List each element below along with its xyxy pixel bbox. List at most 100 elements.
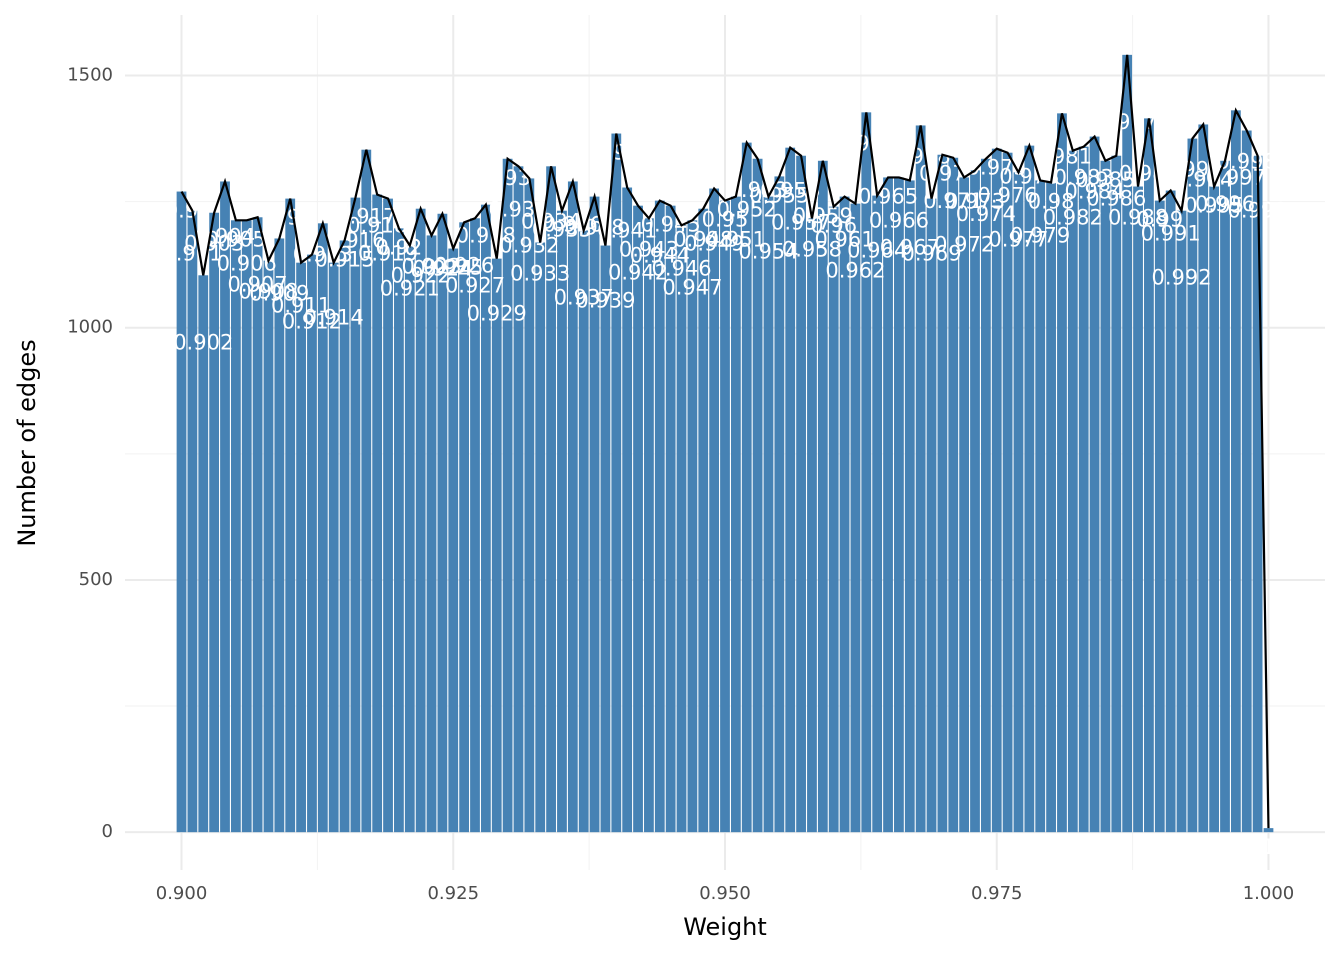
bar (1024, 145, 1035, 833)
bar-label: 0.984 (1065, 180, 1125, 204)
bar-label: 0.925 (423, 256, 483, 280)
bar-label: 0.929 (467, 302, 527, 326)
bar (720, 200, 730, 833)
bar (502, 158, 513, 833)
bar-label: 0.958 (782, 237, 842, 261)
bar (807, 218, 817, 833)
bar (1176, 210, 1187, 833)
bar-label: 0.944 (630, 244, 690, 268)
bar (535, 242, 546, 833)
bar-label: 0.977 (988, 227, 1048, 251)
trend-line (180, 54, 1270, 829)
bar (328, 262, 339, 833)
bar-label: 0.92 (376, 235, 423, 259)
bar (1209, 186, 1220, 833)
bar (883, 177, 893, 833)
bar-label: 0.986 (1086, 187, 1146, 211)
bar (1035, 180, 1046, 833)
bar-label: 0.946 (651, 256, 711, 280)
bar (209, 212, 220, 833)
bar (763, 196, 774, 833)
bar-label: 0.919 (358, 242, 418, 266)
bar-label: 0.938 (565, 216, 625, 240)
x-tick-label: 0.950 (699, 883, 751, 904)
bar (589, 196, 600, 833)
bar (817, 160, 828, 833)
bar (1263, 828, 1274, 833)
bar-label: 0.927 (445, 273, 505, 297)
bar-label: 0.985 (1075, 168, 1135, 192)
x-axis-title: Weight (683, 913, 767, 941)
bar-label: 0.907 (228, 272, 288, 296)
bar-label: 0.922 (391, 264, 451, 288)
bar-label: 0.902 (173, 330, 233, 354)
bar-label: 0.954 (738, 240, 798, 264)
bar (991, 148, 1002, 833)
y-tick-label: 1500 (67, 65, 113, 86)
bar-label: 0.921 (380, 277, 440, 301)
bar-label: 0.942 (608, 261, 668, 285)
bar (1165, 190, 1176, 833)
bar (404, 245, 415, 833)
bar-label: 0.978 (999, 165, 1059, 189)
bar (1154, 200, 1165, 833)
bar-label: 0.972 (934, 232, 994, 256)
bar-label: 0.976 (978, 184, 1038, 208)
bar-label: 0.989 (1119, 161, 1179, 185)
bar-label: 0.908 (238, 280, 298, 304)
bar (1133, 186, 1143, 833)
y-tick-label: 500 (79, 569, 113, 590)
bar (948, 157, 959, 833)
bar-label: 0.915 (315, 247, 375, 271)
bar-label: 0.98 (1028, 189, 1075, 213)
bar (894, 177, 904, 833)
bar (1187, 138, 1198, 833)
bar (1144, 118, 1154, 833)
bar (872, 195, 883, 833)
bar-label: 0.91 (267, 206, 314, 230)
bar (480, 204, 491, 833)
bar (317, 223, 328, 833)
bar (644, 218, 654, 833)
bar (937, 154, 948, 833)
bar (1078, 146, 1089, 833)
y-axis-title: Number of edges (13, 339, 41, 546)
bar (394, 228, 404, 833)
bar-label: 0.914 (304, 306, 364, 330)
bar-label: 0.969 (901, 242, 961, 266)
bar-label: 0.991 (1141, 222, 1201, 246)
bar-label: 0.932 (499, 233, 559, 257)
bar (1198, 124, 1209, 833)
bar (198, 275, 209, 833)
bar-label: 0.948 (673, 228, 733, 252)
bar-label: 0.992 (1151, 266, 1211, 290)
bar (709, 188, 720, 833)
bar-label: 0.967 (880, 235, 940, 259)
bar-label: 0.957 (771, 211, 831, 235)
bar-label: 0.966 (869, 208, 929, 232)
bar-label: 0.924 (412, 257, 472, 281)
bar (980, 158, 991, 833)
bar (850, 203, 861, 833)
bar (633, 205, 643, 833)
x-tick-label: 0.900 (156, 883, 208, 904)
bar (578, 230, 589, 833)
x-tick-label: 0.925 (427, 883, 479, 904)
bar (263, 260, 274, 833)
bar-label: 0.934 (521, 209, 581, 233)
bar (296, 262, 306, 833)
bar-label: 0.988 (1108, 206, 1168, 230)
x-tick-label: 1.000 (1243, 883, 1295, 904)
bar (241, 220, 252, 833)
bar (959, 177, 970, 833)
bar-label: 0.963 (836, 131, 896, 155)
bar (1220, 160, 1230, 833)
bar-label: 0.939 (575, 289, 635, 313)
bar (1046, 182, 1056, 833)
bar (448, 248, 459, 833)
bar (752, 158, 763, 833)
bar-label: 0.912 (282, 310, 342, 334)
bar-label: 0.909 (249, 281, 309, 305)
bar-label: 0.973 (945, 189, 1005, 213)
bar (187, 210, 198, 833)
